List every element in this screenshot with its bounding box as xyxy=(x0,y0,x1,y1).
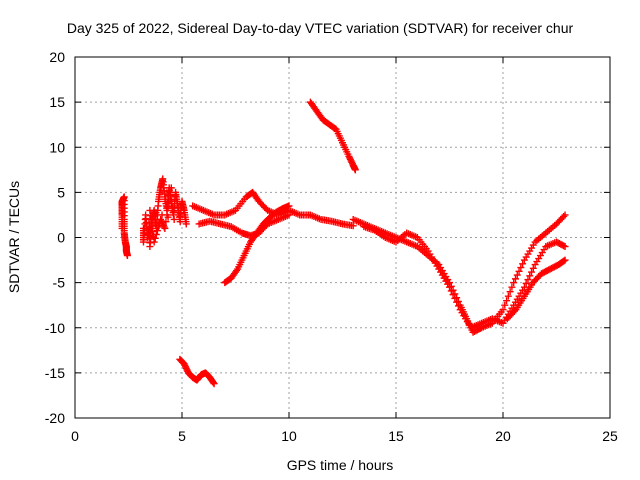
data-point xyxy=(163,211,171,219)
axis-ticks: 0 5 10 15 20 25 -20 -15 -10 -5 0 5 10 15 20 xyxy=(45,49,618,444)
data-point xyxy=(560,242,568,250)
x-tick-label: 5 xyxy=(178,428,186,444)
data-point xyxy=(561,256,569,264)
y-tick-label: -5 xyxy=(53,275,66,291)
data-point xyxy=(147,212,155,220)
data-point xyxy=(501,301,509,309)
x-tick-label: 15 xyxy=(388,428,404,444)
data-point xyxy=(446,283,453,291)
series-seg-5-6h-low xyxy=(176,355,218,388)
data-point xyxy=(209,379,217,387)
data-point xyxy=(147,217,155,225)
y-tick-label: -20 xyxy=(45,410,65,426)
y-tick-label: -10 xyxy=(45,320,65,336)
series-seg-3-5h xyxy=(139,175,190,251)
data-point xyxy=(510,279,518,287)
data-point xyxy=(515,267,523,275)
x-tick-label: 0 xyxy=(71,428,79,444)
data-point xyxy=(517,264,525,272)
series-seg-5-13h xyxy=(189,188,357,230)
data-point xyxy=(285,202,293,210)
data-point xyxy=(164,204,172,212)
data-point xyxy=(560,257,568,265)
data-point xyxy=(166,191,174,199)
data-point xyxy=(529,264,537,272)
grid xyxy=(75,57,610,418)
data-point xyxy=(447,287,455,295)
data-point xyxy=(182,220,190,228)
y-tick-label: 5 xyxy=(57,184,65,200)
series-seg-2h xyxy=(118,193,131,260)
data-point xyxy=(151,234,159,242)
data-point xyxy=(210,380,218,388)
data-point xyxy=(524,276,532,284)
series-seg-7-9h-rise xyxy=(221,202,293,287)
x-tick-label: 20 xyxy=(495,428,511,444)
data-point xyxy=(513,271,521,279)
data-point xyxy=(233,267,241,275)
data-point xyxy=(165,197,173,205)
series-seg-13-23h-b xyxy=(360,223,569,332)
data-point xyxy=(451,294,459,302)
data-point xyxy=(503,297,511,305)
data-point xyxy=(152,230,160,238)
data-point xyxy=(499,306,507,314)
y-tick-label: 10 xyxy=(49,139,65,155)
chart-title: Day 325 of 2022, Sidereal Day-to-day VTE… xyxy=(67,20,574,36)
data-point xyxy=(285,211,293,219)
data-point xyxy=(561,211,569,219)
series-seg-20-23h-c xyxy=(503,256,569,323)
data-point xyxy=(146,206,154,214)
y-tick-label: 20 xyxy=(49,49,65,65)
data-point xyxy=(508,283,516,291)
y-axis-label: SDTVAR / TECUs xyxy=(6,181,22,293)
data-point xyxy=(349,222,357,230)
data-point xyxy=(123,252,131,260)
data-point xyxy=(160,223,168,231)
data-point xyxy=(526,272,534,280)
data-point xyxy=(149,227,157,235)
data-point xyxy=(148,222,156,230)
data-point xyxy=(162,218,170,226)
data-point xyxy=(561,243,569,251)
data-point xyxy=(454,302,462,310)
data-point xyxy=(560,212,568,220)
series-seg-6-10h-lower xyxy=(195,211,293,240)
data-point xyxy=(351,166,359,174)
data-point xyxy=(152,209,160,217)
data-points xyxy=(118,98,569,388)
data-point xyxy=(170,215,178,223)
data-point xyxy=(522,279,530,287)
data-point xyxy=(504,292,512,300)
data-point xyxy=(506,288,514,296)
data-point xyxy=(511,275,519,283)
data-point xyxy=(519,260,527,268)
y-tick-label: -15 xyxy=(45,365,65,381)
x-tick-label: 10 xyxy=(281,428,297,444)
x-tick-label: 25 xyxy=(602,428,618,444)
series-seg-11-13h xyxy=(306,98,359,174)
data-point xyxy=(167,184,175,192)
data-point xyxy=(449,291,457,299)
data-point xyxy=(453,298,461,306)
data-point xyxy=(528,268,536,276)
y-tick-label: 15 xyxy=(49,94,65,110)
series-seg-13-23h-a xyxy=(349,211,569,336)
y-tick-label: 0 xyxy=(57,230,65,246)
x-axis-label: GPS time / hours xyxy=(287,457,394,473)
data-point xyxy=(153,227,161,235)
data-point xyxy=(161,224,169,232)
data-point xyxy=(176,218,184,226)
data-point xyxy=(510,307,518,315)
data-point xyxy=(150,238,158,246)
